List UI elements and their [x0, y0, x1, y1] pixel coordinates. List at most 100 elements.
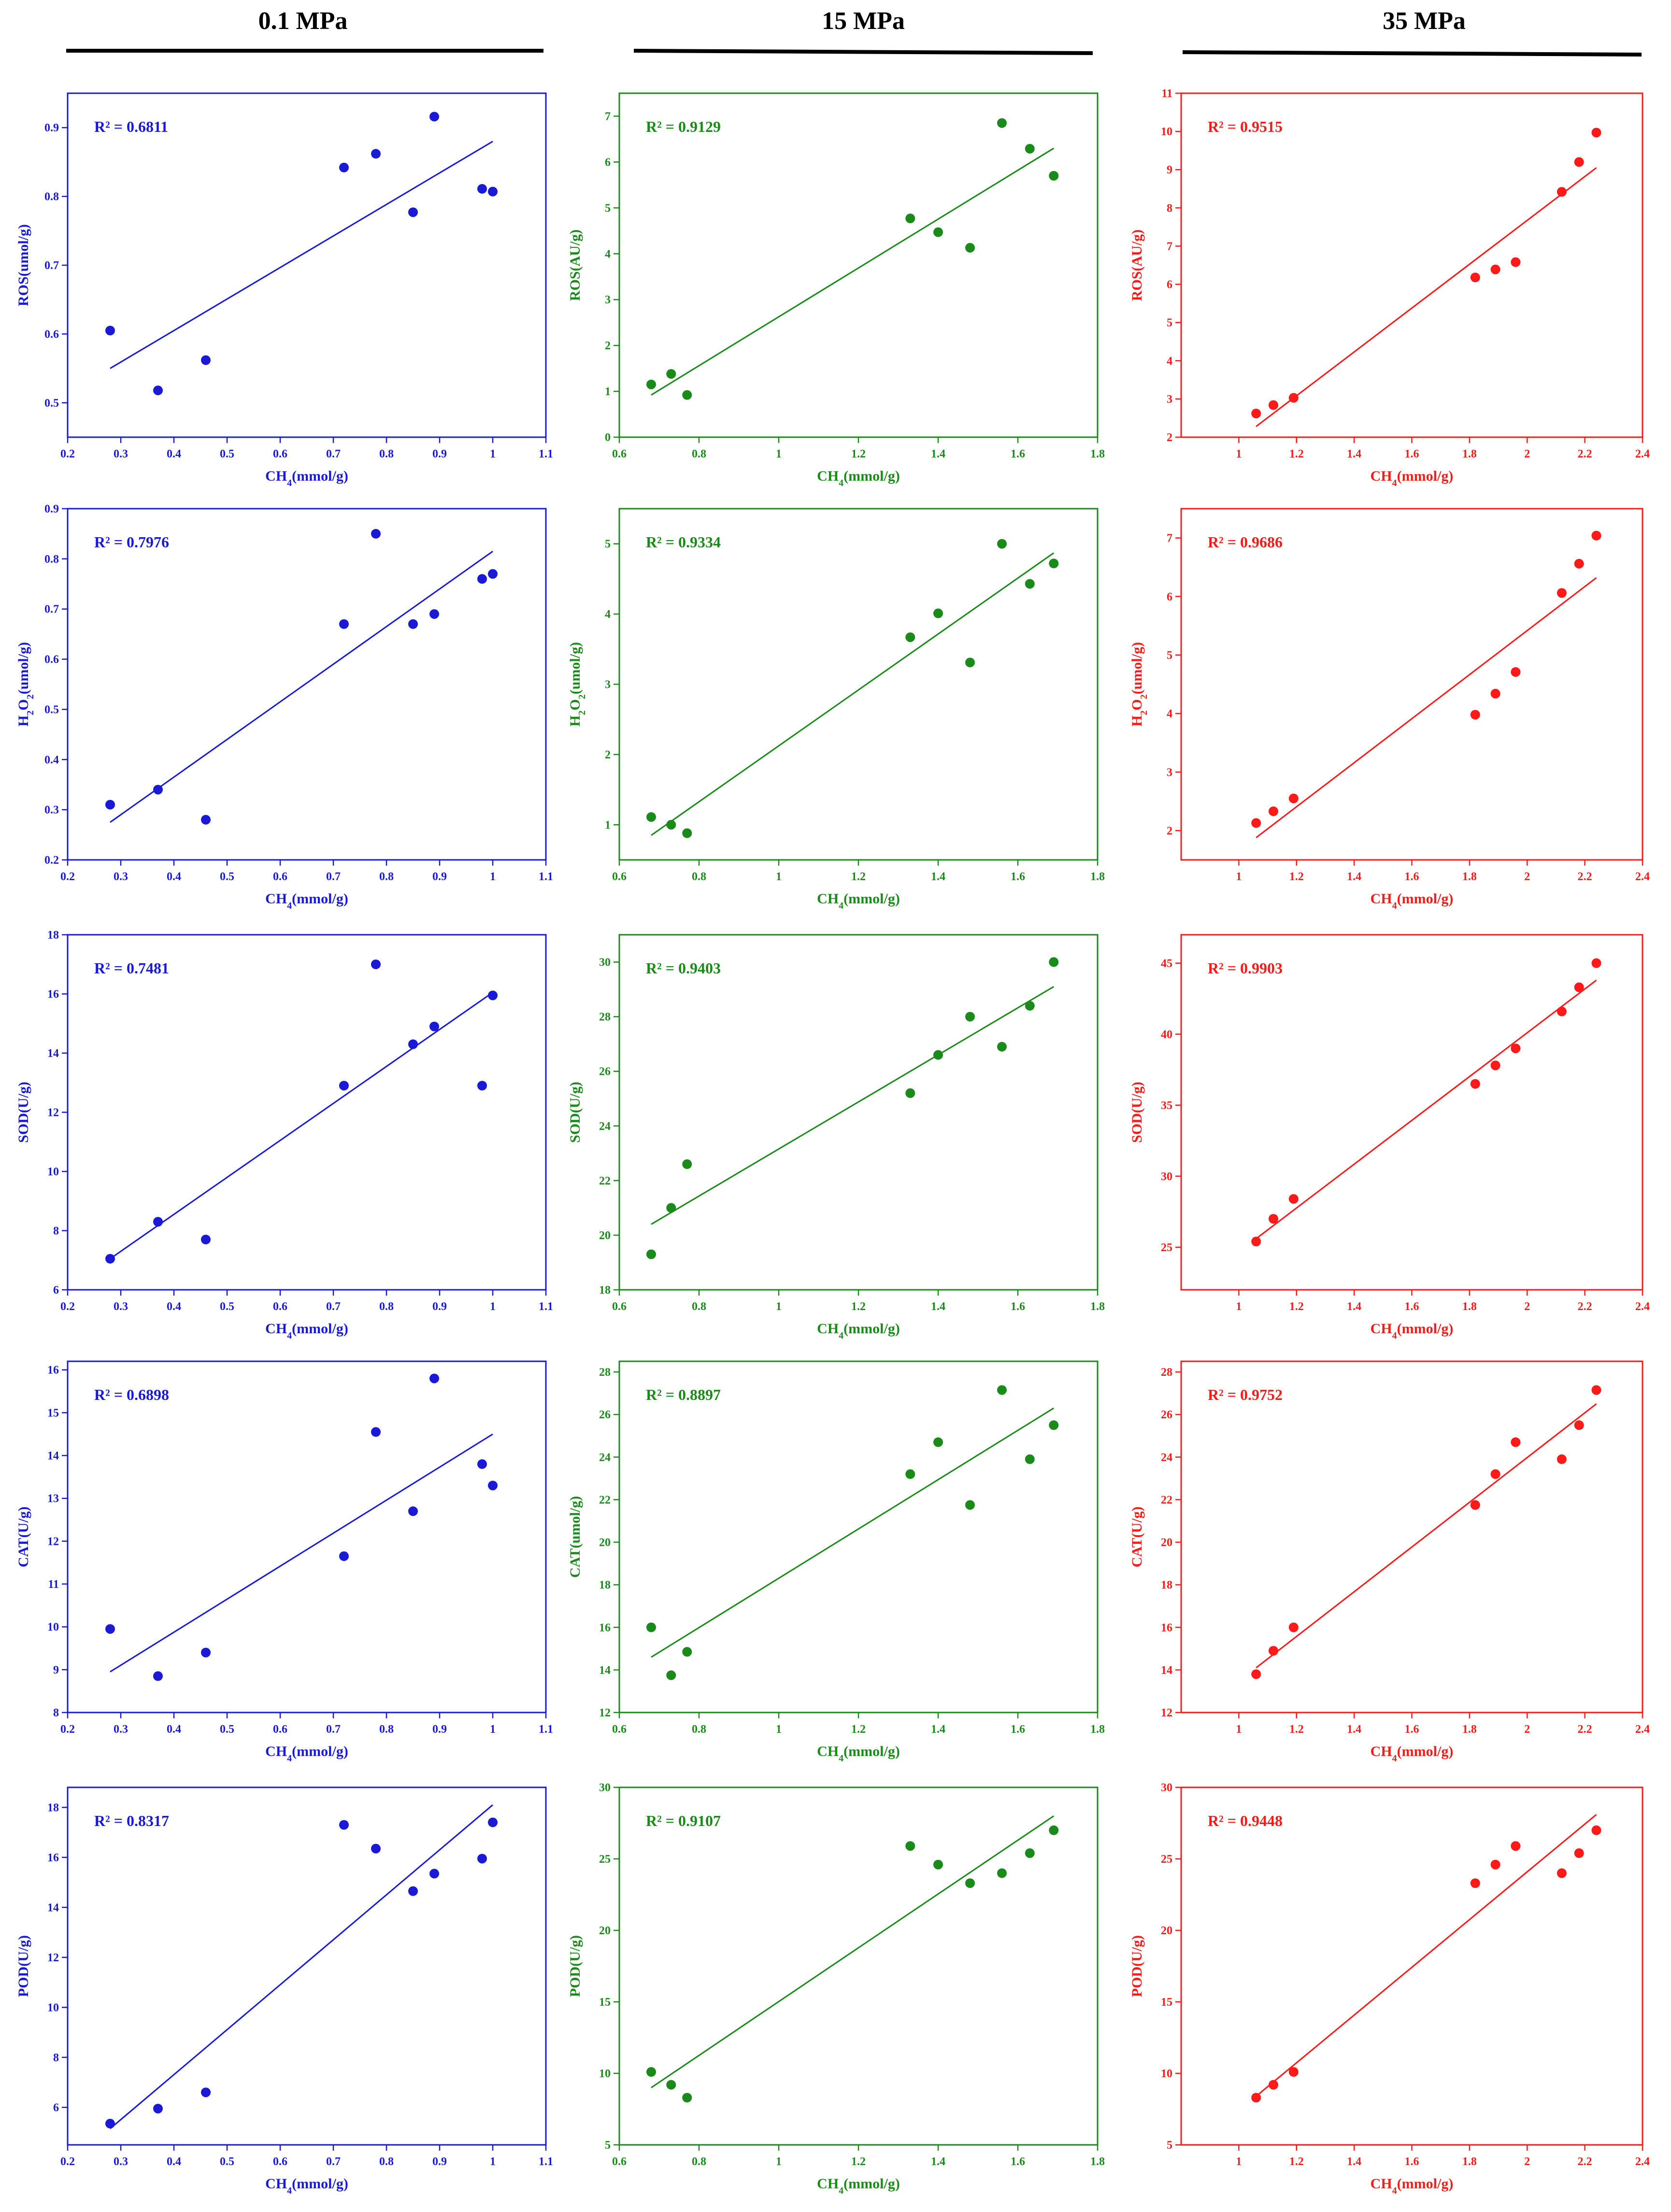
x-tick-label: 2: [1524, 1723, 1530, 1736]
data-point: [997, 118, 1007, 128]
y-tick-label: 18: [47, 929, 59, 942]
data-point: [1025, 1001, 1035, 1011]
x-tick-label: 0.9: [432, 2155, 447, 2168]
x-tick-label: 0.3: [114, 1723, 128, 1736]
y-tick-label: 28: [1161, 1366, 1172, 1379]
x-tick-label: 1.2: [851, 1723, 866, 1736]
plot-frame: [618, 934, 1099, 1291]
x-tick-label: 0.7: [326, 2155, 341, 2168]
y-axis-title: SOD(U/g): [15, 1082, 31, 1143]
data-point: [965, 1878, 975, 1888]
x-tick-label: 0.4: [167, 2155, 181, 2168]
data-point: [488, 569, 498, 579]
data-point: [965, 1500, 975, 1510]
chart-panel-row4-col1: 0.2 0.3 0.4 0.5 0.6 0.7 0.8 0.9 1 1.1 8 9 10 11 12 13 14…: [15, 1360, 553, 1764]
data-point: [153, 1671, 163, 1681]
chart-panel-row2-col2: 0.6 0.8 1 1.2 1.4 1.6 1.8 1 2 3 4 5 CH4(mmol/g) H2O2(…: [567, 508, 1105, 911]
y-axis-title: H2O2(umol/g): [1129, 642, 1149, 727]
data-point: [339, 619, 349, 629]
data-point: [997, 1868, 1007, 1878]
data-point: [1490, 1060, 1500, 1070]
x-tick-label: 0.8: [692, 1723, 706, 1736]
x-tick-label: 0.6: [612, 1723, 627, 1736]
y-axis-title: POD(U/g): [1129, 1935, 1145, 1997]
column-header-rule-1: [633, 49, 1093, 55]
x-tick-label: 2.4: [1635, 871, 1650, 883]
y-tick-label: 35: [1161, 1099, 1172, 1112]
y-tick-label: 11: [1161, 87, 1172, 100]
y-tick-label: 20: [599, 1537, 611, 1549]
y-tick-label: 5: [605, 538, 611, 551]
x-tick-label: 0.5: [220, 448, 234, 460]
y-tick-label: 16: [47, 1852, 59, 1864]
data-point: [933, 608, 943, 618]
x-tick-label: 0.9: [432, 448, 447, 460]
y-tick-label: 0.8: [44, 191, 59, 203]
chart-panel-row3-col2: 0.6 0.8 1 1.2 1.4 1.6 1.8 18 20 22 24 26 28 30 CH4(mmo…: [567, 934, 1105, 1341]
r-squared-label: R² = 0.8897: [646, 1386, 721, 1403]
x-tick-label: 0.5: [220, 1300, 234, 1313]
data-point: [1591, 530, 1601, 541]
data-point: [666, 2080, 676, 2090]
y-tick-label: 7: [1167, 532, 1172, 545]
data-point: [1574, 1848, 1584, 1858]
y-tick-label: 15: [599, 1996, 611, 2009]
y-tick-label: 0.8: [44, 553, 59, 566]
data-point: [933, 1437, 943, 1447]
data-point: [1511, 257, 1521, 267]
x-axis-title: CH4(mmol/g): [265, 468, 348, 488]
chart-panel-row5-col2: 0.6 0.8 1 1.2 1.4 1.6 1.8 5 10 15 20 25 30 CH4(mmol/g…: [567, 1782, 1105, 2196]
data-point: [1251, 408, 1261, 418]
data-point: [371, 959, 381, 970]
plot-frame: [1180, 1786, 1643, 2146]
y-tick-label: 24: [1161, 1451, 1172, 1464]
data-point: [1490, 264, 1500, 274]
regression-line: [110, 1433, 493, 1673]
data-point: [1025, 1848, 1035, 1858]
x-tick-label: 0.9: [432, 1723, 447, 1736]
data-point: [477, 184, 487, 194]
plot-frame: [67, 934, 547, 1291]
y-tick-label: 18: [1161, 1579, 1172, 1592]
y-tick-label: 2: [605, 340, 611, 352]
x-tick-label: 0.5: [220, 871, 234, 883]
x-tick-label: 0.7: [326, 448, 341, 460]
y-axis-title: POD(U/g): [567, 1935, 583, 1997]
data-point: [429, 1021, 439, 1031]
data-point: [1574, 982, 1584, 992]
r-squared-label: R² = 0.9129: [646, 118, 721, 135]
column-header-35-mpa: 35 MPa: [1383, 7, 1466, 35]
plot-frame: [1180, 934, 1643, 1291]
data-point: [646, 812, 656, 822]
data-point: [1269, 1646, 1278, 1656]
data-point: [408, 1506, 418, 1516]
x-tick-label: 1.1: [539, 448, 553, 460]
data-point: [429, 1869, 439, 1879]
x-tick-label: 0.5: [220, 2155, 234, 2168]
x-tick-label: 0.7: [326, 1300, 341, 1313]
x-tick-label: 0.6: [612, 1300, 627, 1313]
y-axis-title: H2O2(umol/g): [15, 642, 36, 727]
chart-panel-row1-col2: 0.6 0.8 1 1.2 1.4 1.6 1.8 0 1 2 3 4 5 6 7 CH4(mmol/g) RO…: [567, 92, 1105, 488]
y-tick-label: 10: [599, 2068, 611, 2080]
y-tick-label: 25: [1161, 1242, 1172, 1254]
data-point: [1574, 1420, 1584, 1430]
y-tick-label: 45: [1161, 957, 1172, 970]
x-tick-label: 1: [776, 1300, 782, 1313]
x-tick-label: 1: [1236, 1723, 1242, 1736]
x-tick-label: 0.2: [60, 448, 75, 460]
x-tick-label: 0.7: [326, 1723, 341, 1736]
x-tick-label: 1.4: [931, 2155, 945, 2168]
x-tick-label: 0.7: [326, 871, 341, 883]
x-tick-label: 0.5: [220, 1723, 234, 1736]
x-tick-label: 1.6: [1405, 871, 1419, 883]
y-tick-label: 9: [1167, 164, 1172, 176]
column-headers: 0.1 MPa 15 MPa 35 MPa: [66, 7, 1642, 57]
x-tick-label: 0.2: [60, 871, 75, 883]
regression-line: [651, 1407, 1055, 1658]
y-tick-label: 14: [47, 1450, 59, 1462]
y-tick-label: 6: [53, 1284, 59, 1297]
data-point: [1470, 1079, 1480, 1089]
y-tick-label: 14: [599, 1664, 611, 1677]
